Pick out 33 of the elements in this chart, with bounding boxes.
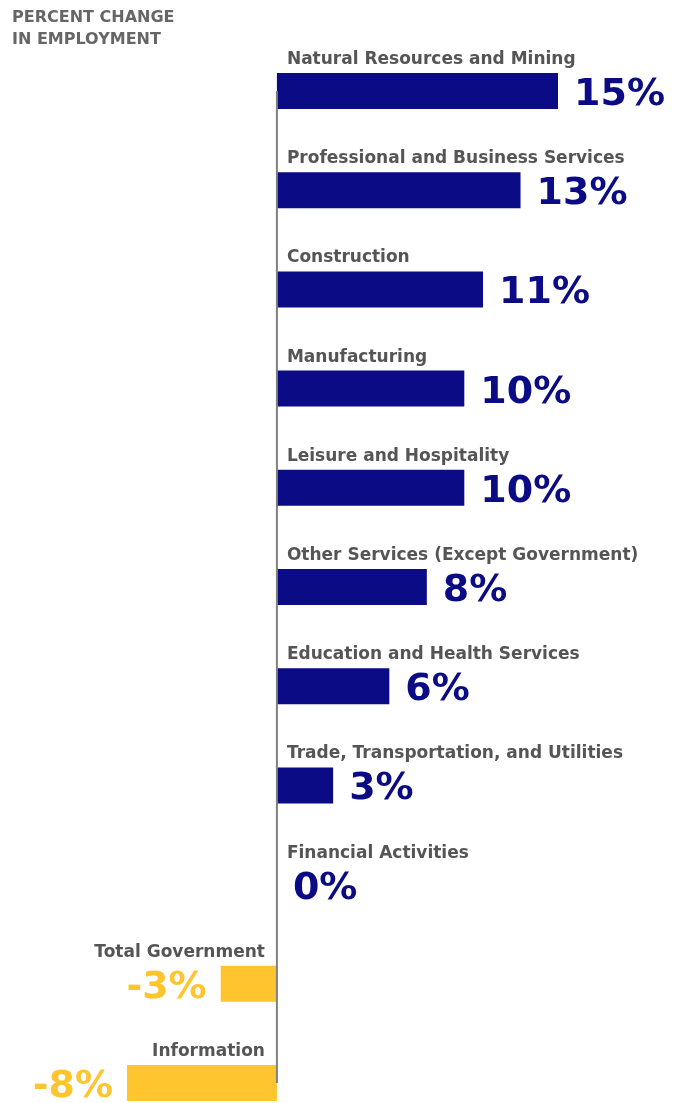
bar	[276, 469, 465, 506]
data-label: 11%	[499, 268, 591, 313]
bar	[276, 569, 427, 605]
bar	[276, 767, 334, 804]
bar	[276, 668, 390, 705]
data-label: 0%	[292, 863, 358, 908]
data-label: 15%	[574, 70, 665, 114]
data-label: 13%	[536, 169, 628, 214]
chart-title: PERCENT CHANGE IN EMPLOYMENT	[12, 7, 175, 48]
y-tick-label: Education and Health Services	[286, 643, 580, 664]
bar	[276, 271, 484, 308]
bar	[220, 965, 277, 1002]
y-tick-label: Other Services (Except Government)	[286, 544, 639, 564]
y-tick-label: Natural Resources and Mining	[286, 48, 576, 68]
data-label: 3%	[349, 764, 414, 809]
y-tick-label: Trade, Transportation, and Utilities	[286, 742, 624, 763]
y-tick-label: Total Government	[94, 940, 265, 961]
y-tick-label: Financial Activities	[286, 841, 469, 862]
data-label: -8%	[32, 1062, 113, 1103]
bar	[276, 370, 465, 407]
data-label: 8%	[442, 566, 508, 610]
bar	[276, 73, 558, 109]
data-label: 10%	[480, 367, 572, 412]
data-label: -3%	[126, 962, 207, 1007]
data-label: 6%	[405, 665, 470, 710]
y-tick-label: Leisure and Hospitality	[286, 444, 510, 465]
y-tick-label: Manufacturing	[286, 345, 428, 366]
data-label: 10%	[480, 466, 572, 511]
y-tick-label: Professional and Business Services	[286, 147, 625, 168]
y-tick-label: Construction	[286, 246, 410, 267]
y-tick-label: Information	[152, 1040, 265, 1060]
bar	[276, 172, 521, 209]
bar	[127, 1065, 277, 1101]
